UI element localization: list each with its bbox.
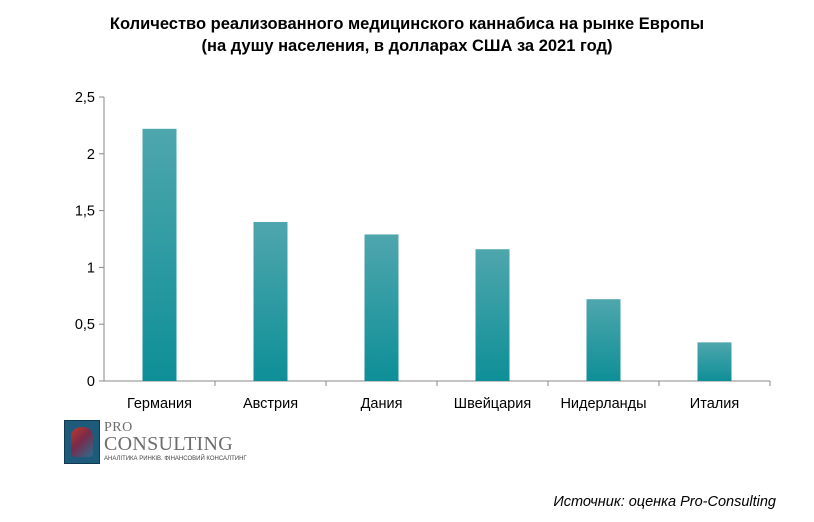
bar-5: [586, 299, 621, 381]
pro-consulting-logo: PRO CONSULTING АНАЛІТИКА РИНКІВ. ФІНАНСО…: [64, 420, 247, 466]
y-tick-label: 0,5: [75, 317, 95, 333]
chart-title: Количество реализованного медицинского к…: [109, 15, 705, 33]
y-tick-label: 2: [87, 147, 95, 163]
chart-subtitle: (на душу населения, в долларах США за 20…: [201, 37, 613, 55]
logo-tagline: АНАЛІТИКА РИНКІВ. ФІНАНСОВИЙ КОНСАЛТИНГ: [104, 456, 247, 462]
y-tick-label: 1,5: [75, 204, 95, 220]
y-tick-label: 1: [87, 260, 95, 276]
bar-6: [697, 342, 732, 381]
y-tick-label: 0: [87, 374, 95, 390]
x-tick-label: Нидерланды: [560, 396, 646, 412]
logo-consulting-text: CONSULTING: [104, 433, 233, 455]
logo-pro-text: PRO: [104, 420, 133, 435]
y-tick-label: 2,5: [75, 90, 95, 106]
logo-emblem-icon: [64, 420, 100, 464]
bar-3: [364, 234, 399, 381]
x-tick-label: Германия: [127, 396, 192, 412]
x-tick-label: Австрия: [243, 396, 298, 412]
x-tick-label: Италия: [690, 396, 739, 412]
x-tick-label: Швейцария: [454, 396, 531, 412]
x-tick-label: Дания: [361, 396, 403, 412]
source-note: Источник: оценка Pro-Consulting: [553, 494, 776, 510]
bar-4: [475, 249, 510, 381]
bar-2: [253, 221, 288, 381]
bar-1: [142, 128, 177, 381]
